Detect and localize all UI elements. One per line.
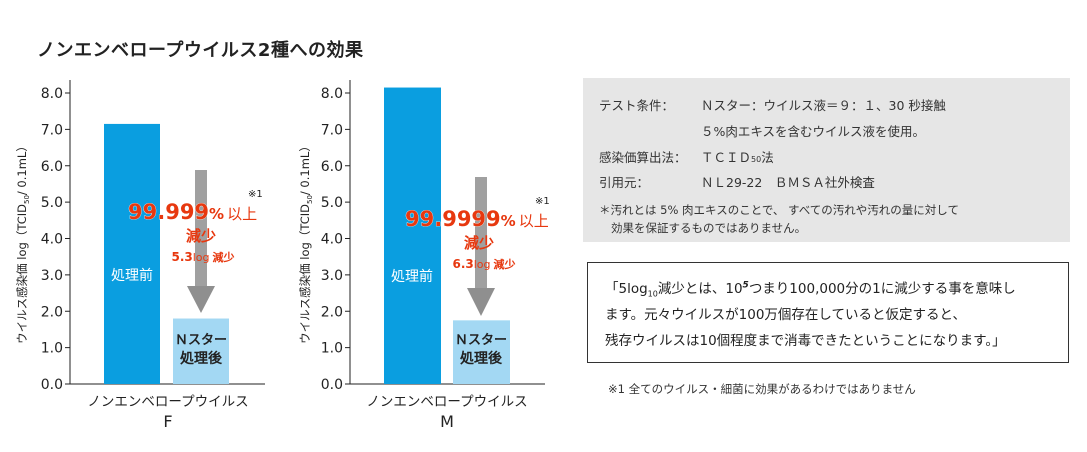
dirt-note-2: 効果を保証するものではありません。	[611, 221, 807, 235]
x-axis-label: ノンエンベロープウイルス	[87, 394, 248, 410]
y-tick-label: 8.0	[321, 86, 343, 102]
y-tick-label: 8.0	[41, 86, 63, 102]
reduction-log: 6.3log 減少	[452, 257, 515, 271]
y-tick-label: 6.0	[41, 159, 63, 175]
chart-f: ウイルス感染価 log（TCID50/ 0.1mL） 0.0 1.0 2.0 3.0 4…	[15, 80, 265, 431]
footnote-mark: ※1	[248, 189, 263, 200]
reduction-word: 減少	[464, 234, 494, 252]
y-tick-label: 5.0	[41, 195, 63, 211]
reduction-percentage: 99.9999% 以上	[405, 207, 549, 231]
bar-after-label-2: 処理後	[179, 350, 223, 367]
bar-before-label: 処理前	[111, 267, 153, 284]
bar-before	[384, 87, 441, 384]
test-conditions-value-2: ５%肉エキスを含むウイルス液を使用。	[701, 124, 926, 139]
x-axis-sub: M	[440, 412, 454, 431]
y-axis-label: ウイルス感染価 log（TCID50/ 0.1mL）	[298, 140, 314, 344]
test-conditions-label: テスト条件：	[599, 98, 675, 113]
y-axis-label: ウイルス感染価 log（TCID50/ 0.1mL）	[15, 140, 31, 344]
dirt-note-1: ＊汚れとは 5% 肉エキスのことで、 すべての汚れや汚れの量に対して	[599, 203, 959, 217]
y-tick-label: 2.0	[321, 304, 343, 320]
bar-after-label-2: 処理後	[459, 350, 503, 367]
y-tick-label: 1.0	[41, 341, 63, 357]
y-tick-label: 6.0	[321, 159, 343, 175]
bar-after	[173, 318, 229, 384]
source-value: ＮＬ29-22 ＢＭＳＡ社外検査	[701, 175, 875, 190]
page-title: ノンエンベロープウイルス2種への効果	[37, 40, 364, 61]
x-axis-label: ノンエンベロープウイルス	[366, 394, 527, 410]
method-label: 感染価算出法：	[599, 150, 687, 165]
reduction-log: 5.3log 減少	[171, 250, 234, 264]
test-conditions-panel: テスト条件： Ｎスター：ウイルス液＝９：１、30 秒接触 ５%肉エキスを含むウイ…	[583, 78, 1070, 242]
reduction-percentage: 99.999% 以上	[128, 200, 257, 224]
log-reduction-explanation: 「5log10減少とは、105つまり100,000分の1に減少する事を意味し ま…	[587, 262, 1069, 363]
reduction-arrow	[467, 177, 495, 316]
y-tick-label: 4.0	[41, 232, 63, 248]
source-label: 引用元：	[599, 175, 650, 190]
y-tick-label: 0.0	[321, 377, 343, 393]
y-tick-label: 7.0	[321, 122, 343, 138]
y-tick-label: 3.0	[321, 268, 343, 284]
method-value: ＴＣＩＤ50法	[701, 150, 774, 165]
y-tick-label: 2.0	[41, 304, 63, 320]
explain-line-1: 「5log10減少とは、105つまり100,000分の1に減少する事を意味し	[605, 280, 1016, 299]
bar-before	[104, 123, 160, 384]
reduction-arrow	[187, 170, 215, 313]
explain-line-2: ます。元々ウイルスが100万個存在していると仮定すると、	[605, 307, 966, 323]
footnote-mark: ※1	[535, 196, 550, 207]
reduction-word: 減少	[186, 227, 216, 245]
test-conditions-value-1: Ｎスター：ウイルス液＝９：１、30 秒接触	[701, 98, 946, 113]
y-tick-label: 3.0	[41, 268, 63, 284]
footnote: ※1 全てのウイルス・細菌に効果があるわけではありません	[608, 382, 916, 396]
bar-after-label-1: Ｎスター	[175, 333, 227, 348]
bar-after	[453, 320, 510, 384]
chart-m: ウイルス感染価 log（TCID50/ 0.1mL） 0.0 1.0 2.0 3.0 4…	[298, 80, 550, 431]
explain-line-3: 残存ウイルスは10個程度まで消毒できたということになります。」	[605, 333, 1006, 349]
y-tick-label: 5.0	[321, 195, 343, 211]
bar-after-label-1: Ｎスター	[455, 333, 507, 348]
y-tick-label: 7.0	[41, 122, 63, 138]
y-tick-label: 1.0	[321, 341, 343, 357]
y-tick-label: 4.0	[321, 232, 343, 248]
y-tick-label: 0.0	[41, 377, 63, 393]
bar-before-label: 処理前	[391, 268, 433, 285]
x-axis-sub: F	[163, 412, 172, 431]
